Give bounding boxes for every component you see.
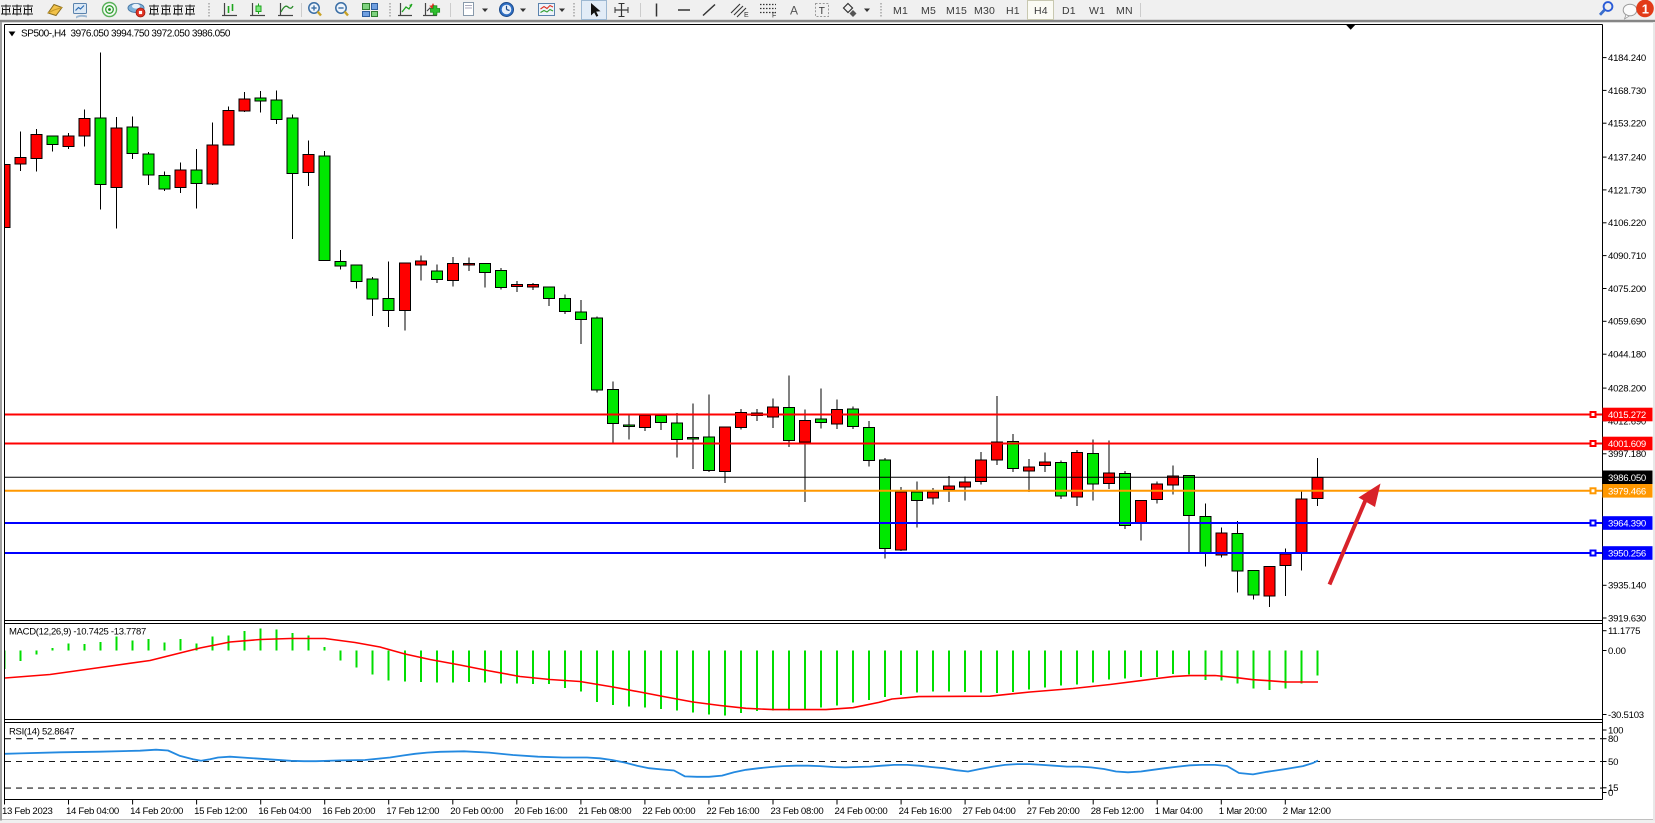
svg-text:3986.050: 3986.050 [1608, 473, 1646, 484]
svg-text:1: 1 [1642, 1, 1649, 16]
svg-text:15: 15 [1608, 783, 1618, 794]
svg-text:E: E [744, 12, 749, 19]
svg-text:15 Feb 12:00: 15 Feb 12:00 [194, 806, 247, 817]
svg-text:14 Feb 20:00: 14 Feb 20:00 [130, 806, 183, 817]
svg-text:50: 50 [1608, 757, 1618, 768]
svg-text:T: T [819, 6, 825, 17]
svg-text:A: A [790, 4, 798, 18]
svg-text:4059.690: 4059.690 [1608, 317, 1646, 328]
svg-text:4153.220: 4153.220 [1608, 119, 1646, 130]
svg-text:27 Feb 20:00: 27 Feb 20:00 [1027, 806, 1080, 817]
svg-text:22 Feb 00:00: 22 Feb 00:00 [642, 806, 695, 817]
svg-text:H4: H4 [1034, 5, 1048, 17]
svg-text:4015.272: 4015.272 [1608, 410, 1646, 421]
svg-text:D1: D1 [1062, 5, 1076, 17]
svg-text:11.1775: 11.1775 [1608, 626, 1640, 637]
svg-text:F: F [772, 13, 776, 20]
svg-text:1 Mar 04:00: 1 Mar 04:00 [1155, 806, 1203, 817]
svg-text:4121.730: 4121.730 [1608, 185, 1646, 196]
svg-text:13 Feb 2023: 13 Feb 2023 [2, 806, 53, 817]
svg-text:21 Feb 08:00: 21 Feb 08:00 [578, 806, 631, 817]
svg-text:3964.390: 3964.390 [1608, 519, 1646, 530]
svg-text:RSI(14) 52.8647: RSI(14) 52.8647 [9, 727, 74, 738]
svg-text:SP500-,H4 3976.050 3994.750 3: SP500-,H4 3976.050 3994.750 3972.050 398… [21, 29, 231, 40]
svg-text:3950.256: 3950.256 [1608, 549, 1646, 560]
svg-text:100: 100 [1608, 725, 1623, 736]
svg-text:4001.609: 4001.609 [1608, 439, 1646, 450]
svg-text:4090.710: 4090.710 [1608, 251, 1646, 262]
svg-text:0: 0 [1608, 788, 1613, 799]
svg-text:3919.630: 3919.630 [1608, 613, 1646, 624]
svg-text:MACD(12,26,9) -10.7425 -13.778: MACD(12,26,9) -10.7425 -13.7787 [9, 627, 146, 638]
svg-text:23 Feb 08:00: 23 Feb 08:00 [771, 806, 824, 817]
svg-text:80: 80 [1608, 734, 1618, 745]
svg-text:24 Feb 00:00: 24 Feb 00:00 [835, 806, 888, 817]
svg-text:4075.200: 4075.200 [1608, 284, 1646, 295]
svg-text:M15: M15 [946, 5, 967, 17]
svg-text:20 Feb 16:00: 20 Feb 16:00 [514, 806, 567, 817]
svg-text:16 Feb 04:00: 16 Feb 04:00 [258, 806, 311, 817]
svg-text:3997.180: 3997.180 [1608, 449, 1646, 460]
svg-text:22 Feb 16:00: 22 Feb 16:00 [706, 806, 759, 817]
svg-text:4137.240: 4137.240 [1608, 153, 1646, 164]
svg-text:17 Feb 12:00: 17 Feb 12:00 [386, 806, 439, 817]
svg-text:28 Feb 12:00: 28 Feb 12:00 [1091, 806, 1144, 817]
svg-text:2 Mar 12:00: 2 Mar 12:00 [1283, 806, 1331, 817]
svg-text:MN: MN [1116, 5, 1133, 17]
svg-text:27 Feb 04:00: 27 Feb 04:00 [963, 806, 1016, 817]
svg-text:16 Feb 20:00: 16 Feb 20:00 [322, 806, 375, 817]
svg-text:4012.690: 4012.690 [1608, 416, 1646, 427]
svg-text:24 Feb 16:00: 24 Feb 16:00 [899, 806, 952, 817]
svg-text:0.00: 0.00 [1608, 646, 1626, 657]
svg-text:M1: M1 [893, 5, 908, 17]
svg-text:M5: M5 [921, 5, 936, 17]
svg-text:-30.5103: -30.5103 [1608, 710, 1644, 721]
svg-text:1 Mar 20:00: 1 Mar 20:00 [1219, 806, 1267, 817]
svg-text:3979.466: 3979.466 [1608, 486, 1646, 497]
svg-text:14 Feb 04:00: 14 Feb 04:00 [66, 806, 119, 817]
svg-text:M30: M30 [974, 5, 995, 17]
svg-text:H1: H1 [1006, 5, 1020, 17]
svg-text:4028.200: 4028.200 [1608, 384, 1646, 395]
svg-text:20 Feb 00:00: 20 Feb 00:00 [450, 806, 503, 817]
svg-text:4168.730: 4168.730 [1608, 86, 1646, 97]
svg-text:4184.240: 4184.240 [1608, 53, 1646, 64]
svg-text:4106.220: 4106.220 [1608, 218, 1646, 229]
svg-text:4044.180: 4044.180 [1608, 350, 1646, 361]
svg-text:3935.140: 3935.140 [1608, 581, 1646, 592]
svg-text:W1: W1 [1089, 5, 1105, 17]
